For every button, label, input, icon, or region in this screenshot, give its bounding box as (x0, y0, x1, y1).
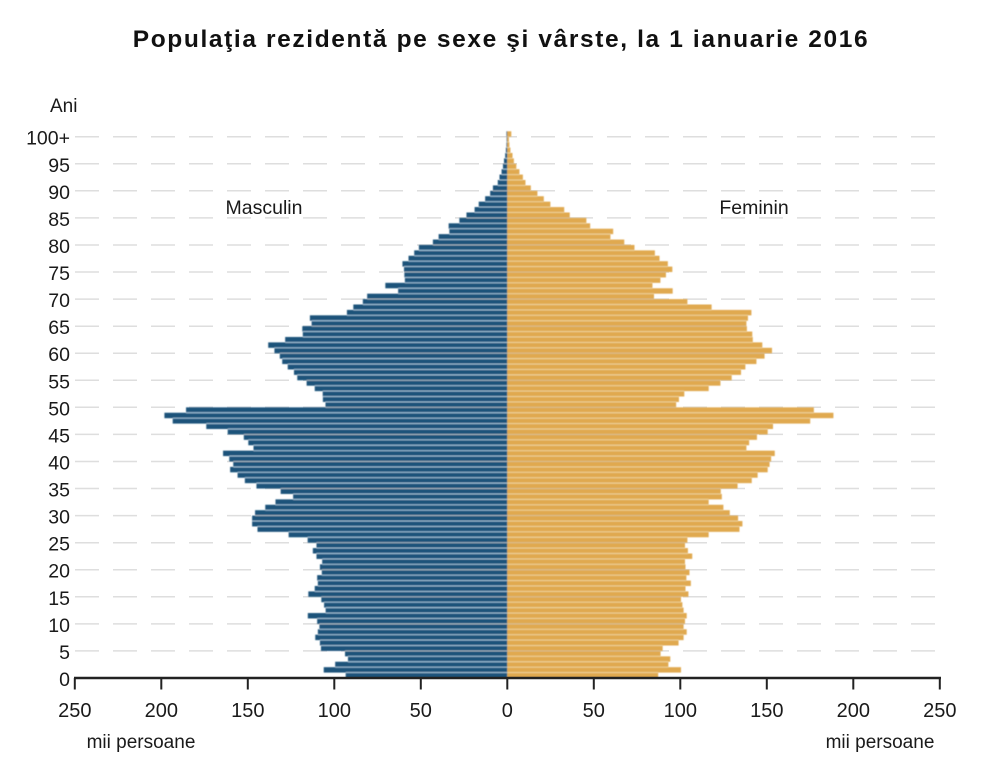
svg-text:50: 50 (410, 700, 432, 722)
svg-text:70: 70 (48, 290, 70, 312)
svg-text:Masculin: Masculin (226, 197, 303, 219)
svg-text:150: 150 (231, 700, 264, 722)
svg-text:65: 65 (48, 317, 70, 339)
svg-text:150: 150 (750, 700, 783, 722)
svg-text:5: 5 (59, 642, 70, 664)
svg-text:10: 10 (48, 615, 70, 637)
svg-text:30: 30 (48, 507, 70, 529)
svg-text:100: 100 (318, 700, 351, 722)
svg-text:85: 85 (48, 209, 70, 231)
svg-text:0: 0 (502, 700, 513, 722)
svg-text:Ani: Ani (50, 96, 77, 117)
svg-text:0: 0 (59, 669, 70, 691)
svg-text:75: 75 (48, 263, 70, 285)
svg-text:Feminin: Feminin (719, 197, 788, 219)
svg-text:45: 45 (48, 425, 70, 447)
svg-text:40: 40 (48, 453, 70, 475)
svg-text:80: 80 (48, 236, 70, 258)
svg-text:200: 200 (145, 700, 178, 722)
svg-text:25: 25 (48, 534, 70, 556)
svg-text:20: 20 (48, 561, 70, 583)
svg-text:15: 15 (48, 588, 70, 610)
svg-text:50: 50 (583, 700, 605, 722)
svg-text:55: 55 (48, 371, 70, 393)
svg-text:50: 50 (48, 398, 70, 420)
svg-text:mii persoane: mii persoane (826, 732, 935, 753)
svg-text:mii persoane: mii persoane (87, 732, 196, 753)
svg-text:Populaţia rezidentă pe sexe şi: Populaţia rezidentă pe sexe şi vârste, l… (133, 26, 869, 53)
svg-text:250: 250 (58, 700, 91, 722)
svg-text:90: 90 (48, 182, 70, 204)
svg-text:100: 100 (664, 700, 697, 722)
svg-text:35: 35 (48, 480, 70, 502)
svg-text:95: 95 (48, 155, 70, 177)
svg-text:250: 250 (923, 700, 956, 722)
svg-text:100+: 100+ (26, 128, 70, 150)
svg-text:200: 200 (837, 700, 870, 722)
svg-text:60: 60 (48, 344, 70, 366)
